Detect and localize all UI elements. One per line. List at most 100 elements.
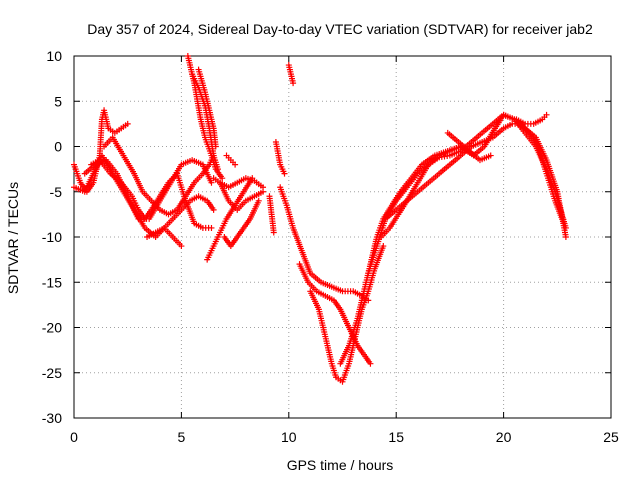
interpolated-points [218, 218, 229, 234]
data-point [178, 243, 185, 250]
interpolated-points [457, 140, 471, 153]
series-track-n [223, 152, 239, 168]
interpolated-points [158, 181, 171, 198]
chart-title: Day 357 of 2024, Sidereal Day-to-day VTE… [87, 21, 593, 37]
interpolated-points [409, 163, 424, 180]
interpolated-points [159, 208, 170, 217]
interpolated-points [218, 181, 231, 202]
data-point [249, 175, 256, 182]
data-point [124, 120, 131, 127]
interpolated-points [415, 163, 431, 184]
interpolated-points [365, 267, 378, 292]
interpolated-points [205, 199, 216, 211]
interpolated-points [420, 153, 436, 167]
series-track-o [266, 193, 277, 236]
y-tick-label: 0 [54, 139, 62, 155]
data-point [232, 161, 239, 168]
interpolated-points [236, 199, 248, 211]
interpolated-points [193, 221, 204, 230]
interpolated-points [427, 154, 441, 167]
interpolated-points [73, 185, 86, 194]
interpolated-points [125, 195, 141, 220]
interpolated-points [227, 199, 239, 211]
interpolated-points [316, 308, 328, 338]
interpolated-points [384, 208, 398, 221]
interpolated-points [253, 179, 264, 189]
interpolated-points [278, 163, 287, 175]
x-axis-label: GPS time / hours [287, 457, 394, 473]
interpolated-points [372, 245, 386, 270]
interpolated-points [366, 245, 380, 274]
interpolated-points [245, 194, 256, 203]
data-point [281, 170, 288, 177]
interpolated-points [405, 172, 420, 189]
y-tick-label: 10 [46, 48, 62, 64]
x-tick-label: 10 [281, 429, 297, 445]
data-point [487, 152, 494, 159]
interpolated-points [480, 122, 495, 135]
interpolated-points [253, 189, 264, 199]
interpolated-points [120, 122, 129, 130]
interpolated-points [320, 280, 333, 289]
data-point [255, 197, 262, 204]
interpolated-points [297, 263, 311, 284]
y-tick-label: -20 [42, 320, 62, 336]
data-point [560, 220, 567, 227]
interpolated-points [524, 120, 534, 127]
interpolated-points [119, 181, 134, 198]
interpolated-points [491, 126, 505, 139]
interpolated-points [286, 64, 294, 75]
interpolated-points [214, 167, 224, 180]
interpolated-points [340, 363, 352, 383]
interpolated-points [438, 163, 452, 176]
interpolated-points [212, 176, 221, 185]
interpolated-points [175, 195, 188, 211]
interpolated-points [150, 199, 162, 211]
interpolated-points [82, 172, 96, 193]
series-track-q [285, 62, 297, 87]
interpolated-points [405, 181, 420, 202]
interpolated-points [355, 290, 367, 320]
interpolated-points [388, 213, 401, 229]
interpolated-points [502, 122, 513, 131]
interpolated-points [512, 120, 521, 127]
interpolated-points [332, 299, 343, 311]
interpolated-points [201, 163, 211, 175]
interpolated-points [346, 335, 358, 365]
interpolated-points [527, 131, 540, 148]
data-point [208, 224, 215, 231]
interpolated-points [109, 172, 123, 185]
data-point [219, 175, 226, 182]
series-track-f [144, 193, 217, 240]
interpolated-points [104, 159, 119, 175]
interpolated-points [502, 112, 516, 122]
series-track-p [272, 138, 288, 177]
interpolated-points [197, 194, 208, 203]
interpolated-points [211, 154, 221, 170]
interpolated-points [233, 190, 246, 207]
interpolated-points [162, 217, 175, 230]
interpolated-points [167, 208, 178, 217]
interpolated-points [342, 288, 354, 295]
interpolated-points [196, 86, 208, 107]
interpolated-points [448, 154, 462, 167]
y-axis-label: SDTVAR / TECUs [5, 182, 21, 294]
interpolated-points [361, 294, 370, 302]
y-tick-label: -30 [42, 410, 62, 426]
interpolated-points [290, 227, 304, 252]
interpolated-points [171, 208, 183, 221]
data-point [543, 111, 550, 118]
series-track-w [378, 120, 567, 240]
interpolated-points [205, 245, 216, 261]
data-point [214, 166, 221, 173]
interpolated-points [196, 68, 208, 93]
interpolated-points [446, 131, 460, 144]
series-track-l [217, 179, 267, 213]
data-point [208, 179, 215, 186]
interpolated-points [98, 159, 112, 175]
interpolated-points [544, 172, 558, 202]
interpolated-points [338, 308, 351, 329]
data-point [380, 243, 387, 250]
interpolated-points [171, 235, 183, 248]
data-point [270, 229, 277, 236]
